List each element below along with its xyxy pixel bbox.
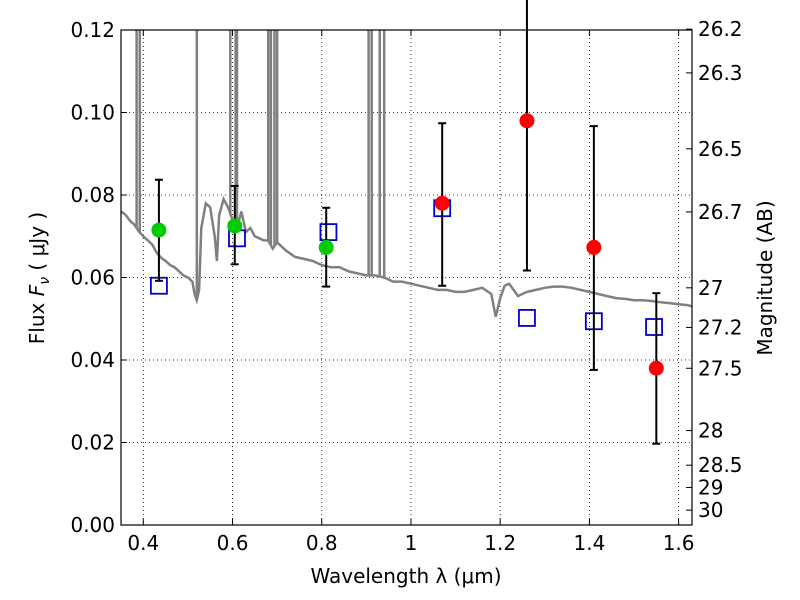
green-data-point (318, 239, 334, 255)
x-tick-label: 0.6 (217, 531, 249, 555)
y2-tick-label: 26.5 (698, 137, 743, 161)
y2-tick-label: 27.2 (698, 315, 743, 339)
y-tick-label: 0.08 (70, 183, 115, 207)
x-axis-label: Wavelength λ (μm) (310, 564, 501, 588)
x-tick-label: 1 (405, 531, 418, 555)
red-data-point (648, 360, 664, 376)
y2-tick-label: 27 (698, 276, 723, 300)
y-tick-label: 0.10 (70, 101, 115, 125)
y2-tick-label: 26.2 (698, 17, 743, 41)
model-flux-marker (518, 309, 536, 327)
model-spectrum (121, 30, 692, 317)
model-flux-marker (645, 318, 663, 336)
y2-axis-label: Magnitude (AB) (753, 200, 777, 355)
red-data-point (434, 195, 450, 211)
y-axis-label-unit: ( μJy ) (25, 212, 49, 277)
grid-lines (121, 29, 692, 526)
y-axis-label: Flux Fν ( μJy ) (25, 212, 53, 344)
y2-tick-label: 29 (698, 475, 723, 499)
green-data-point (151, 222, 167, 238)
plot-frame (120, 29, 693, 526)
red-data-point (519, 113, 535, 129)
y-tick-label: 0.06 (70, 266, 115, 290)
y-axis-label-symbol: F (25, 284, 49, 296)
green-data-point (227, 218, 243, 234)
x-tick-label: 1.2 (484, 531, 516, 555)
y-axis-label-prefix: Flux (25, 296, 49, 344)
y2-tick-label: 26.3 (698, 61, 743, 85)
x-tick-label: 0.8 (306, 531, 338, 555)
axis-ticks: 0.4 0.6 0.8 1 1.2 1.4 1.6 0.00 0.02 0.04 0.06 0.08 0… (70, 17, 742, 555)
x-tick-label: 1.4 (573, 531, 605, 555)
y-tick-label: 0.02 (70, 431, 115, 455)
red-data-point (586, 239, 602, 255)
x-tick-label: 0.4 (127, 531, 159, 555)
x-tick-label: 1.6 (663, 531, 695, 555)
y2-tick-label: 28 (698, 419, 723, 443)
y2-tick-label: 26.7 (698, 200, 743, 224)
y2-tick-label: 27.5 (698, 356, 743, 380)
y2-tick-label: 28.5 (698, 453, 743, 477)
y-tick-label: 0.04 (70, 348, 115, 372)
y-axis-label-subscript: ν (37, 277, 53, 285)
y2-tick-label: 30 (698, 498, 723, 522)
spectrum-line (121, 195, 692, 317)
y-tick-label: 0.00 (70, 513, 115, 537)
model-flux-marker (319, 223, 338, 242)
y-tick-label: 0.12 (70, 18, 115, 42)
photometry-points (150, 0, 664, 445)
